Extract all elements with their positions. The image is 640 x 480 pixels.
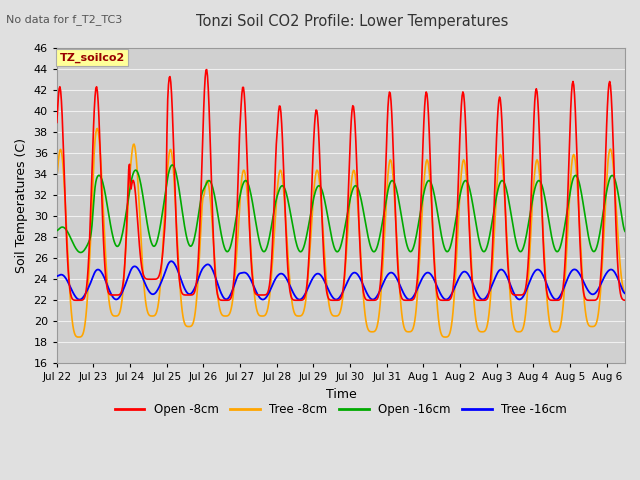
Legend: Open -8cm, Tree -8cm, Open -16cm, Tree -16cm: Open -8cm, Tree -8cm, Open -16cm, Tree -… (110, 398, 572, 420)
Text: TZ_soilco2: TZ_soilco2 (60, 52, 125, 63)
Text: No data for f_T2_TC3: No data for f_T2_TC3 (6, 14, 123, 25)
X-axis label: Time: Time (326, 388, 356, 401)
Text: Tonzi Soil CO2 Profile: Lower Temperatures: Tonzi Soil CO2 Profile: Lower Temperatur… (196, 14, 508, 29)
Y-axis label: Soil Temperatures (C): Soil Temperatures (C) (15, 138, 28, 273)
